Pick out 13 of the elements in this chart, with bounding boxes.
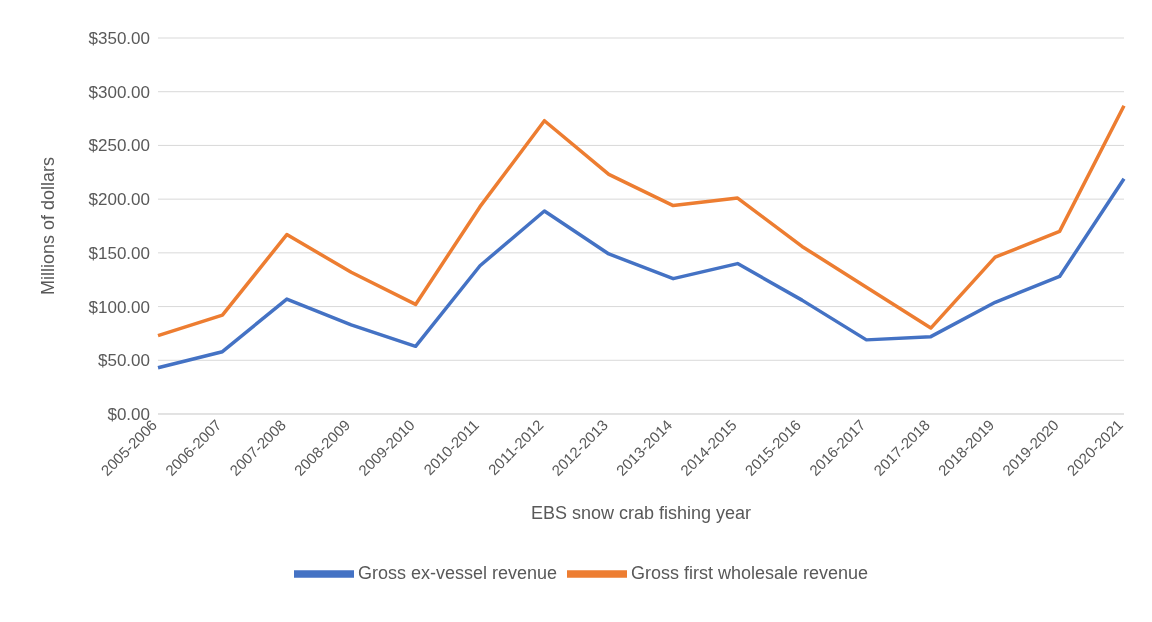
y-tick-label: $200.00 xyxy=(88,190,150,210)
y-tick-label: $50.00 xyxy=(98,351,150,371)
line-series xyxy=(156,103,1126,338)
y-tick-label: $150.00 xyxy=(88,243,150,263)
line-series xyxy=(156,176,1126,370)
y-axis-title: Millions of dollars xyxy=(38,156,59,296)
y-tick-label: $100.00 xyxy=(88,297,150,317)
y-tick-label: $300.00 xyxy=(88,82,150,102)
y-tick-label: $350.00 xyxy=(88,29,150,49)
x-axis-title: EBS snow crab fishing year xyxy=(530,503,752,523)
legend-label: Gross ex-vessel revenue xyxy=(357,562,557,583)
y-tick-label: $250.00 xyxy=(88,136,150,156)
legend-label: Gross first wholesale revenue xyxy=(630,562,869,583)
